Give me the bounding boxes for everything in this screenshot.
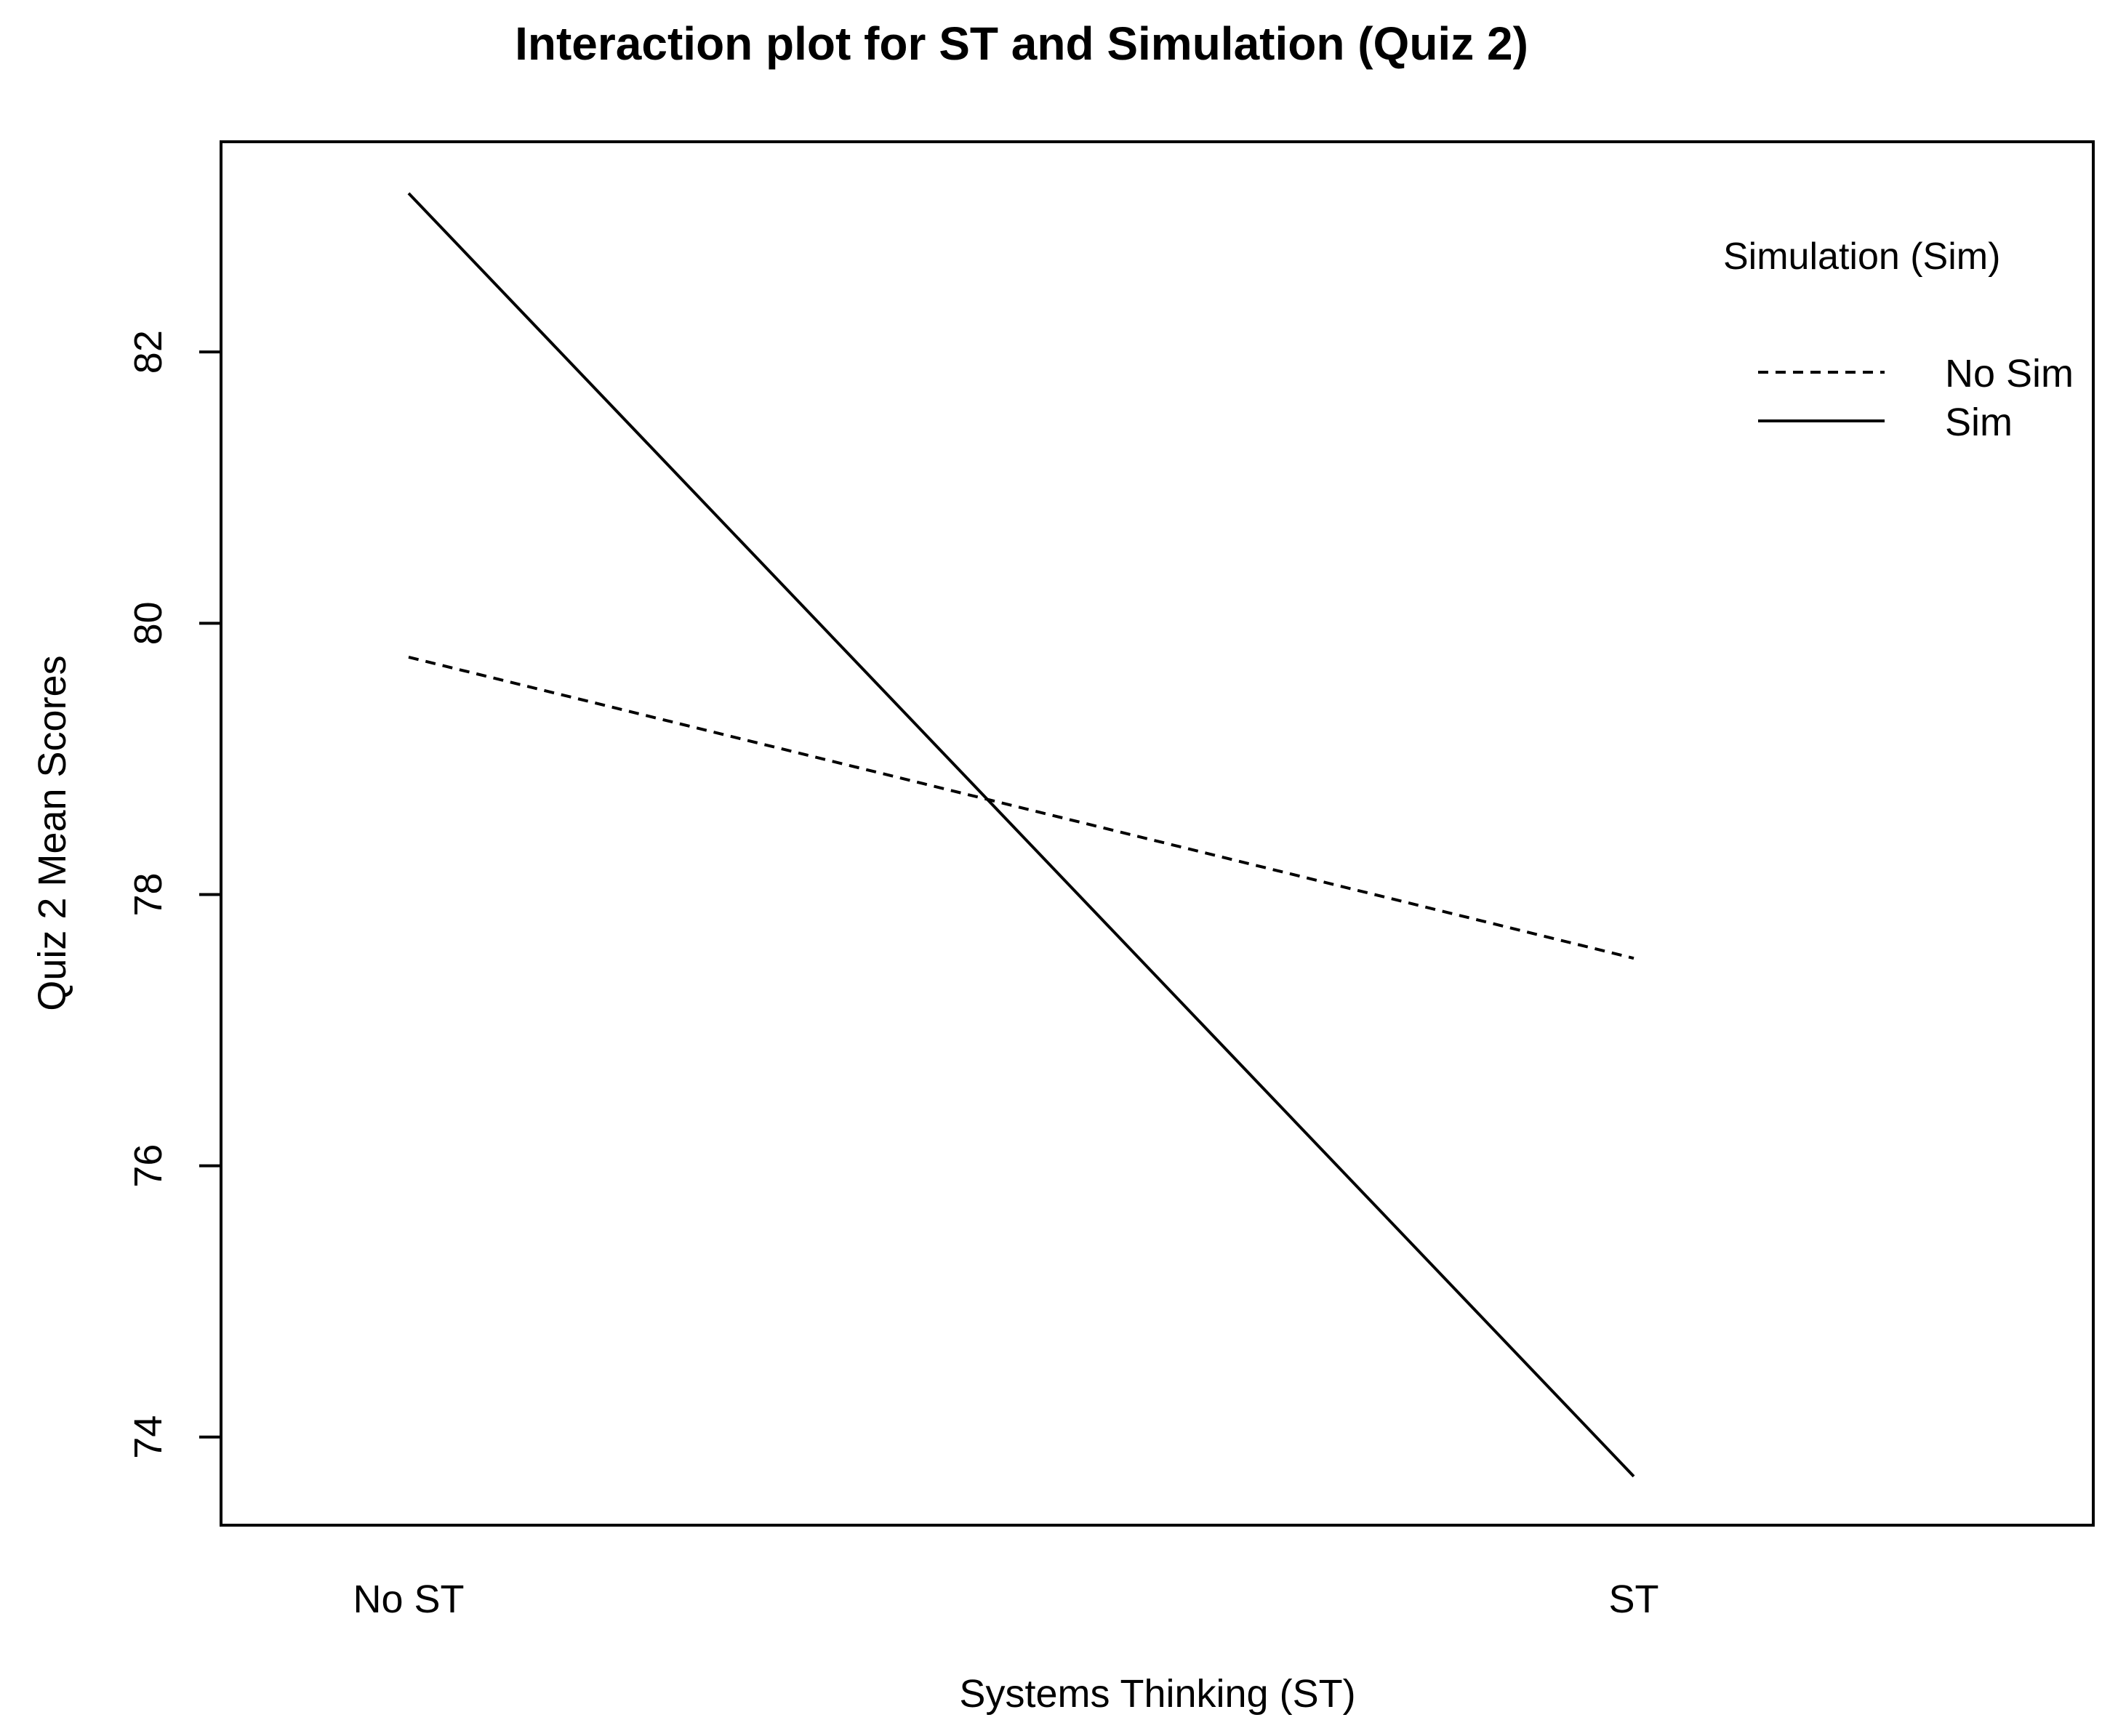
legend-title: Simulation (Sim) (1723, 236, 2000, 278)
y-tick-label-74: 74 (127, 1415, 170, 1459)
y-tick-label-80: 80 (127, 601, 170, 645)
y-axis-label: Quiz 2 Mean Scores (31, 655, 74, 1010)
x-tick-label-st: ST (1608, 1578, 1658, 1621)
chart-title: Interaction plot for ST and Simulation (… (515, 17, 1528, 70)
y-tick-label-82: 82 (127, 330, 170, 374)
series-layer (407, 192, 1635, 1478)
plot-frame (220, 140, 2095, 1527)
y-tick-label-76: 76 (127, 1144, 170, 1188)
series-line-sim (407, 192, 1635, 1478)
y-axis: 74 76 78 80 82 (127, 330, 221, 1459)
legend-label-sim: Sim (1945, 401, 2013, 444)
x-tick-label-no-st: No ST (353, 1578, 464, 1621)
y-tick-label-78: 78 (127, 872, 170, 916)
x-axis: No ST ST (353, 1578, 1658, 1621)
series-line-no-sim (408, 656, 1634, 960)
legend: Simulation (Sim) No Sim Sim (1723, 236, 2074, 444)
legend-label-no-sim: No Sim (1945, 352, 2074, 395)
x-axis-label: Systems Thinking (ST) (959, 1672, 1355, 1716)
